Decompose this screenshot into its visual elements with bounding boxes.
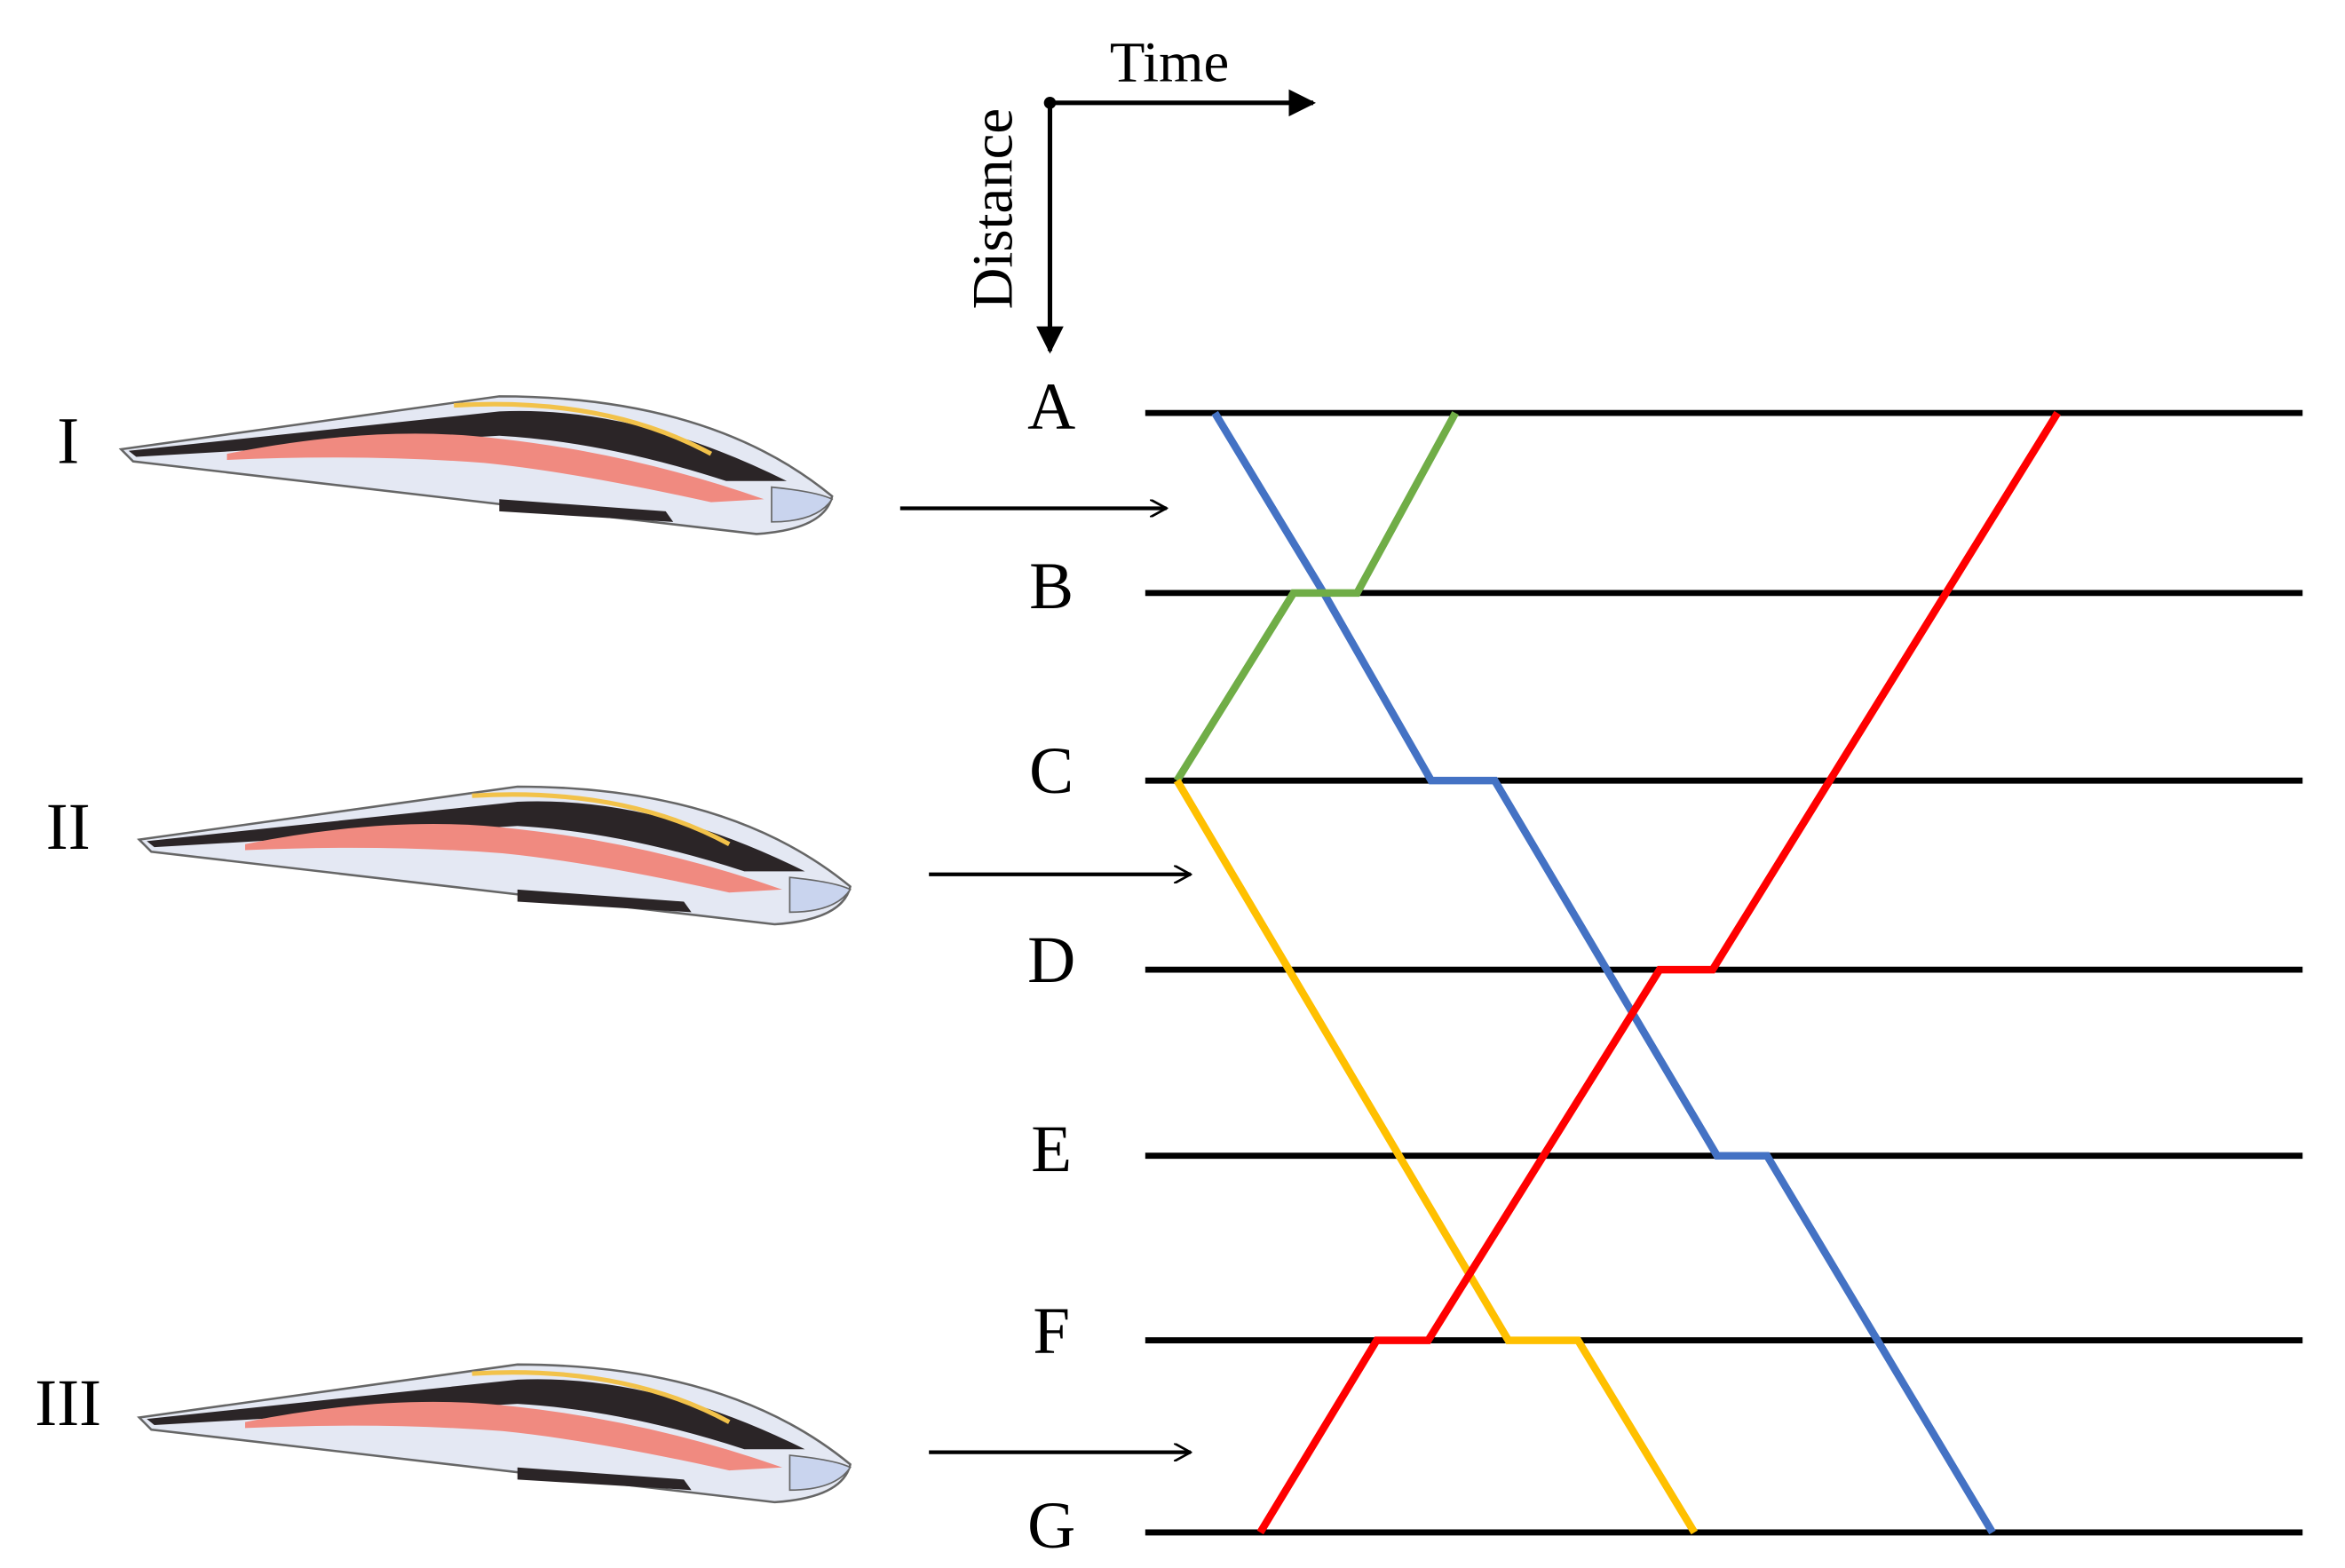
train-path-red bbox=[1256, 410, 2061, 1535]
train-label: I bbox=[57, 405, 79, 479]
train-path-yellow bbox=[1173, 778, 1698, 1535]
station-label: B bbox=[1029, 550, 1073, 623]
station-label: C bbox=[1029, 734, 1073, 808]
train-image bbox=[139, 1365, 851, 1502]
train-label: II bbox=[46, 790, 91, 864]
distance-label: Distance bbox=[961, 108, 1025, 309]
train-image bbox=[139, 787, 851, 924]
station-label: G bbox=[1027, 1489, 1075, 1563]
station-label: D bbox=[1027, 923, 1075, 997]
time-label: Time bbox=[1110, 31, 1229, 95]
train-image bbox=[121, 396, 832, 534]
station-label: E bbox=[1031, 1113, 1072, 1186]
train-path-green bbox=[1173, 411, 1459, 783]
train-label: III bbox=[35, 1366, 101, 1440]
station-label: A bbox=[1027, 369, 1075, 443]
station-label: F bbox=[1033, 1294, 1070, 1367]
origin bbox=[1043, 97, 1057, 109]
